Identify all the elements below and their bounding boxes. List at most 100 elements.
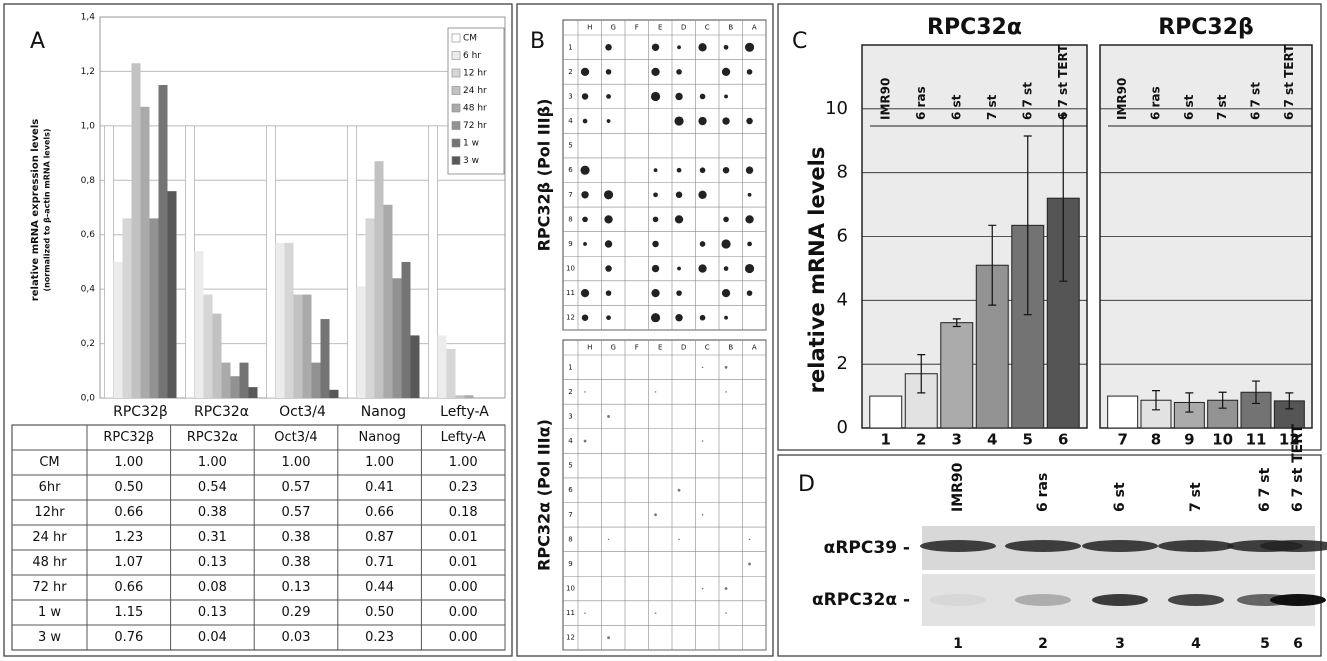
band: [1270, 594, 1326, 606]
blot-dot: [746, 118, 753, 125]
blot-dot: [702, 514, 704, 516]
blot-row-label: 5: [568, 462, 572, 470]
blot-dot: [582, 314, 589, 321]
y-tick-label: 0: [837, 417, 848, 438]
bar: [114, 262, 123, 398]
lane-number: 2: [1038, 636, 1048, 652]
blot-dot: [606, 315, 611, 320]
table-cell: 1.00: [449, 455, 478, 470]
x-tick-label: 1: [881, 431, 891, 449]
blot-row-label: 8: [568, 215, 572, 223]
blot-col-label: B: [728, 344, 733, 352]
blot-dot: [748, 193, 752, 197]
table-cell: 0.23: [365, 630, 394, 645]
lane-number: 6: [1293, 636, 1303, 652]
blot-col-label: A: [752, 24, 757, 32]
column-label: 6 st: [1182, 94, 1196, 120]
figure: A B C D 0,00,20,40,60,81,01,21,4RPC32βRP…: [0, 0, 1327, 661]
blot-row-label: 7: [568, 191, 572, 199]
panel-label: C: [792, 29, 807, 54]
blot-dot: [748, 563, 751, 566]
x-tick-label: 11: [1246, 431, 1267, 449]
x-tick-label: RPC32β: [113, 404, 168, 420]
table-cell: 0.54: [198, 480, 227, 495]
table-header: Lefty-A: [441, 430, 486, 445]
y-axis-label: relative mRNA levels: [805, 147, 829, 394]
column-label: 6 7 st TERT: [1056, 44, 1070, 120]
lane-label: IMR90: [950, 462, 966, 512]
bar: [456, 395, 465, 398]
x-tick-label: 2: [916, 431, 926, 449]
x-tick-label: 4: [987, 431, 997, 449]
bar: [870, 396, 902, 428]
table-row-label: 6hr: [39, 480, 62, 495]
legend-box: [448, 28, 504, 174]
y-tick-label: 0,2: [81, 339, 95, 349]
blot-dot: [651, 313, 660, 322]
column-label: 6 7 st: [1249, 82, 1263, 120]
blot-row-label: 3: [568, 92, 572, 100]
bar: [222, 363, 231, 398]
blot-dot: [702, 440, 704, 442]
blot-row-label: 6: [568, 486, 573, 494]
table-cell: 0.00: [449, 605, 478, 620]
lane-label: 6 ras: [1035, 473, 1051, 512]
blot-dot: [675, 215, 683, 223]
blot-row-label: 1: [568, 363, 572, 371]
blot-dot: [651, 68, 659, 76]
band: [930, 594, 986, 606]
x-tick-label: 8: [1151, 431, 1161, 449]
lane-label: 6 st: [1112, 482, 1128, 512]
panel-label: A: [30, 29, 45, 54]
blot-row-label: 10: [566, 585, 575, 593]
y-tick-label: 0,4: [81, 285, 96, 295]
table-cell: 1.00: [282, 455, 311, 470]
blot-dot: [607, 415, 610, 418]
bar: [941, 323, 973, 428]
blot-dot: [747, 69, 753, 75]
blot-dot: [678, 489, 681, 492]
blot-col-label: E: [658, 344, 662, 352]
blot-dot: [725, 612, 727, 614]
table-cell: 1.07: [114, 555, 143, 570]
table-cell: 1.15: [114, 605, 143, 620]
blot-dot: [745, 264, 754, 273]
blot-dot: [675, 314, 682, 321]
bar: [384, 205, 393, 398]
blot-dot: [652, 241, 659, 248]
legend-swatch: [452, 104, 460, 112]
bar: [195, 251, 204, 398]
blot-col-label: C: [705, 24, 710, 32]
bar: [150, 218, 159, 398]
blot-dot: [582, 217, 588, 223]
blot-col-label: G: [611, 24, 616, 32]
blot-dot: [581, 289, 589, 297]
blot-col-label: C: [705, 344, 710, 352]
blot-dot: [580, 166, 589, 175]
blot-dot: [606, 94, 611, 99]
band: [1005, 540, 1081, 552]
blot-dot: [725, 391, 727, 393]
legend-label: 1 w: [463, 139, 479, 149]
blot-dot: [702, 588, 704, 590]
table-cell: 0.13: [198, 555, 227, 570]
legend-label: 12 hr: [463, 69, 487, 79]
blot-row-label: 10: [566, 265, 575, 273]
y-tick-label: 1,4: [81, 13, 96, 23]
table-header: Oct3/4: [274, 430, 317, 445]
column-label: IMR90: [878, 78, 892, 120]
bar: [330, 390, 339, 398]
y-tick-label: 8: [837, 162, 848, 183]
bar: [402, 262, 411, 398]
blot-dot: [584, 391, 586, 393]
table-cell: 0.00: [449, 580, 478, 595]
table-header: RPC32β: [103, 430, 154, 445]
blot-dot: [607, 119, 611, 123]
blot-col-label: A: [752, 344, 757, 352]
legend-label: CM: [463, 34, 477, 44]
column-label: 6 ras: [1149, 86, 1163, 120]
table-header: Nanog: [359, 430, 401, 445]
bar: [465, 395, 474, 398]
band: [1092, 594, 1148, 606]
table-cell: 0.71: [365, 555, 394, 570]
